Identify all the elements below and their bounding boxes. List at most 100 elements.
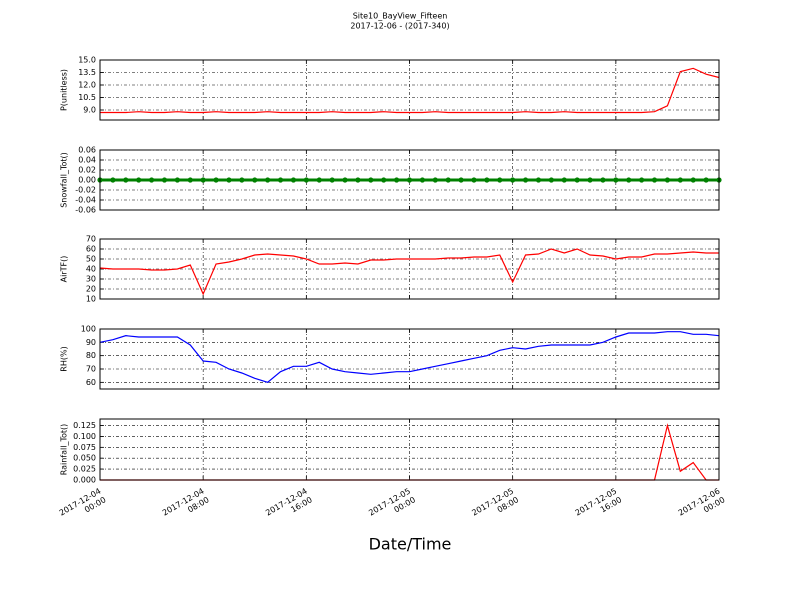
series-marker: [677, 177, 683, 183]
y-tick-label: 60: [86, 245, 96, 254]
series-marker: [548, 177, 554, 183]
series-marker: [213, 177, 219, 183]
y-tick-label: 70: [86, 235, 96, 244]
plot-frame: [99, 238, 720, 300]
y-tick-label: 0.04: [78, 156, 96, 165]
series-marker: [626, 177, 632, 183]
y-tick-label: 0.125: [73, 421, 96, 430]
y-tick-label: 10: [86, 295, 96, 304]
y-tick-label: 13.5: [78, 68, 96, 77]
plot-frame: [99, 59, 720, 121]
series-marker: [522, 177, 529, 183]
y-tick-label: 0.06: [78, 146, 96, 155]
y-tick-label: 0.025: [73, 465, 96, 474]
y-tick-label: 100: [81, 325, 96, 334]
x-tick-label: 2017-12-0408:00: [161, 486, 211, 526]
x-tick-label: 2017-12-0508:00: [470, 486, 520, 526]
series-marker: [432, 177, 438, 183]
series-marker: [355, 177, 361, 183]
series-marker: [187, 177, 193, 183]
x-tick-label: 2017-12-0416:00: [264, 486, 314, 526]
y-tick-label: 10.5: [78, 93, 96, 102]
series-marker: [458, 177, 464, 183]
y-tick-label: 70: [86, 365, 96, 374]
plot-frame: [99, 149, 720, 211]
y-tick-label: -0.04: [75, 196, 96, 205]
series-marker: [381, 177, 387, 183]
y-tick-label: 60: [86, 378, 96, 387]
series-marker: [600, 177, 606, 183]
x-axis-label: Date/Time: [369, 535, 452, 554]
y-axis-label: P(unitless): [60, 69, 69, 111]
series-marker: [406, 177, 413, 183]
plot-frame: [99, 418, 720, 481]
series-marker: [561, 177, 567, 183]
series-marker: [703, 177, 709, 183]
y-tick-label: 0.050: [73, 454, 96, 463]
y-tick-label: 20: [86, 285, 96, 294]
series-marker: [497, 177, 503, 183]
series-marker: [613, 177, 619, 183]
x-tick-label: 2017-12-0600:00: [676, 486, 726, 526]
series-marker: [471, 177, 477, 183]
series-marker: [368, 177, 374, 183]
series-marker: [342, 177, 348, 183]
series-marker: [316, 177, 322, 183]
x-tick-label: 2017-12-0516:00: [573, 486, 623, 526]
series-marker: [136, 177, 142, 183]
series-marker: [110, 177, 116, 183]
plot-frame: [99, 328, 720, 390]
series-marker: [587, 177, 593, 183]
series-marker: [394, 177, 400, 183]
y-tick-label: 80: [86, 351, 96, 360]
series-marker: [265, 177, 271, 183]
series-marker: [535, 177, 542, 183]
y-tick-label: -0.06: [75, 206, 96, 215]
series-marker: [419, 177, 425, 183]
y-tick-label: 15.0: [78, 56, 96, 65]
y-axis-label: RH(%): [60, 346, 69, 371]
series-marker: [303, 177, 309, 183]
y-tick-label: 90: [86, 338, 96, 347]
series-marker: [290, 177, 297, 183]
y-tick-label: 30: [86, 275, 96, 284]
y-tick-label: 0.00: [78, 176, 96, 185]
x-tick-label: 2017-12-0400:00: [57, 486, 107, 526]
y-tick-label: 0.075: [73, 443, 96, 452]
y-axis-label: Rainfall_Tot(): [60, 424, 69, 476]
series-marker: [277, 177, 284, 183]
y-axis-label: AirTF(): [60, 256, 69, 283]
series-marker: [161, 177, 168, 183]
series-marker: [664, 177, 671, 183]
series-marker: [690, 177, 696, 183]
y-axis-label: Snowfall_Tot(): [60, 152, 69, 208]
series-line: [99, 248, 719, 296]
y-tick-label: 0.100: [73, 432, 96, 441]
series-marker: [252, 177, 258, 183]
y-tick-label: 50: [86, 255, 96, 264]
series-line: [100, 67, 720, 114]
series-marker: [239, 177, 245, 183]
series-marker: [174, 177, 180, 183]
series-marker: [445, 177, 451, 183]
series-marker: [200, 177, 206, 183]
y-tick-label: -0.02: [75, 186, 96, 195]
y-tick-label: 0.02: [78, 166, 96, 175]
chart-title: Site10_BayView_Fifteen: [353, 12, 448, 21]
series-marker: [484, 177, 490, 183]
series-marker: [123, 177, 129, 183]
y-tick-label: 9.0: [83, 106, 96, 115]
series-marker: [639, 177, 645, 183]
series-marker: [226, 177, 232, 183]
y-tick-label: 12.0: [78, 81, 96, 90]
y-tick-label: 0.000: [73, 476, 96, 485]
y-tick-label: 40: [86, 265, 96, 274]
series-marker: [148, 177, 155, 183]
series-marker: [329, 177, 335, 183]
series-marker: [510, 177, 516, 183]
series-marker: [651, 177, 658, 183]
x-tick-label: 2017-12-0500:00: [367, 486, 417, 526]
chart-subtitle: 2017-12-06 - (2017-340): [350, 22, 449, 31]
series-line: [99, 331, 720, 383]
